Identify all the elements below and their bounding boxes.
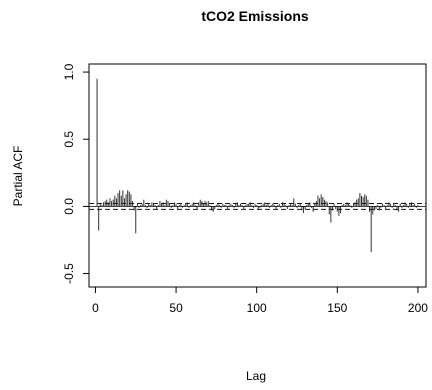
y-axis-label: Partial ACF <box>11 146 25 207</box>
x-tick-label: 50 <box>169 301 183 315</box>
y-tick-label: -0.5 <box>62 263 76 284</box>
y-tick-label: 1.0 <box>62 63 76 80</box>
plot-frame <box>88 63 427 288</box>
chart-title: tCO2 Emissions <box>201 8 309 24</box>
x-tick-label: 0 <box>92 301 99 315</box>
y-tick-label: 0.5 <box>62 131 76 148</box>
y-tick-label: 0.0 <box>62 198 76 215</box>
x-axis-label: Lag <box>246 369 266 383</box>
x-tick-label: 150 <box>327 301 347 315</box>
x-tick-label: 200 <box>408 301 428 315</box>
x-tick-label: 100 <box>247 301 267 315</box>
axis-ticks: 0 50 100 150 200 -0.5 0.0 0.5 1.0 <box>62 63 428 315</box>
pacf-bars <box>96 78 419 253</box>
